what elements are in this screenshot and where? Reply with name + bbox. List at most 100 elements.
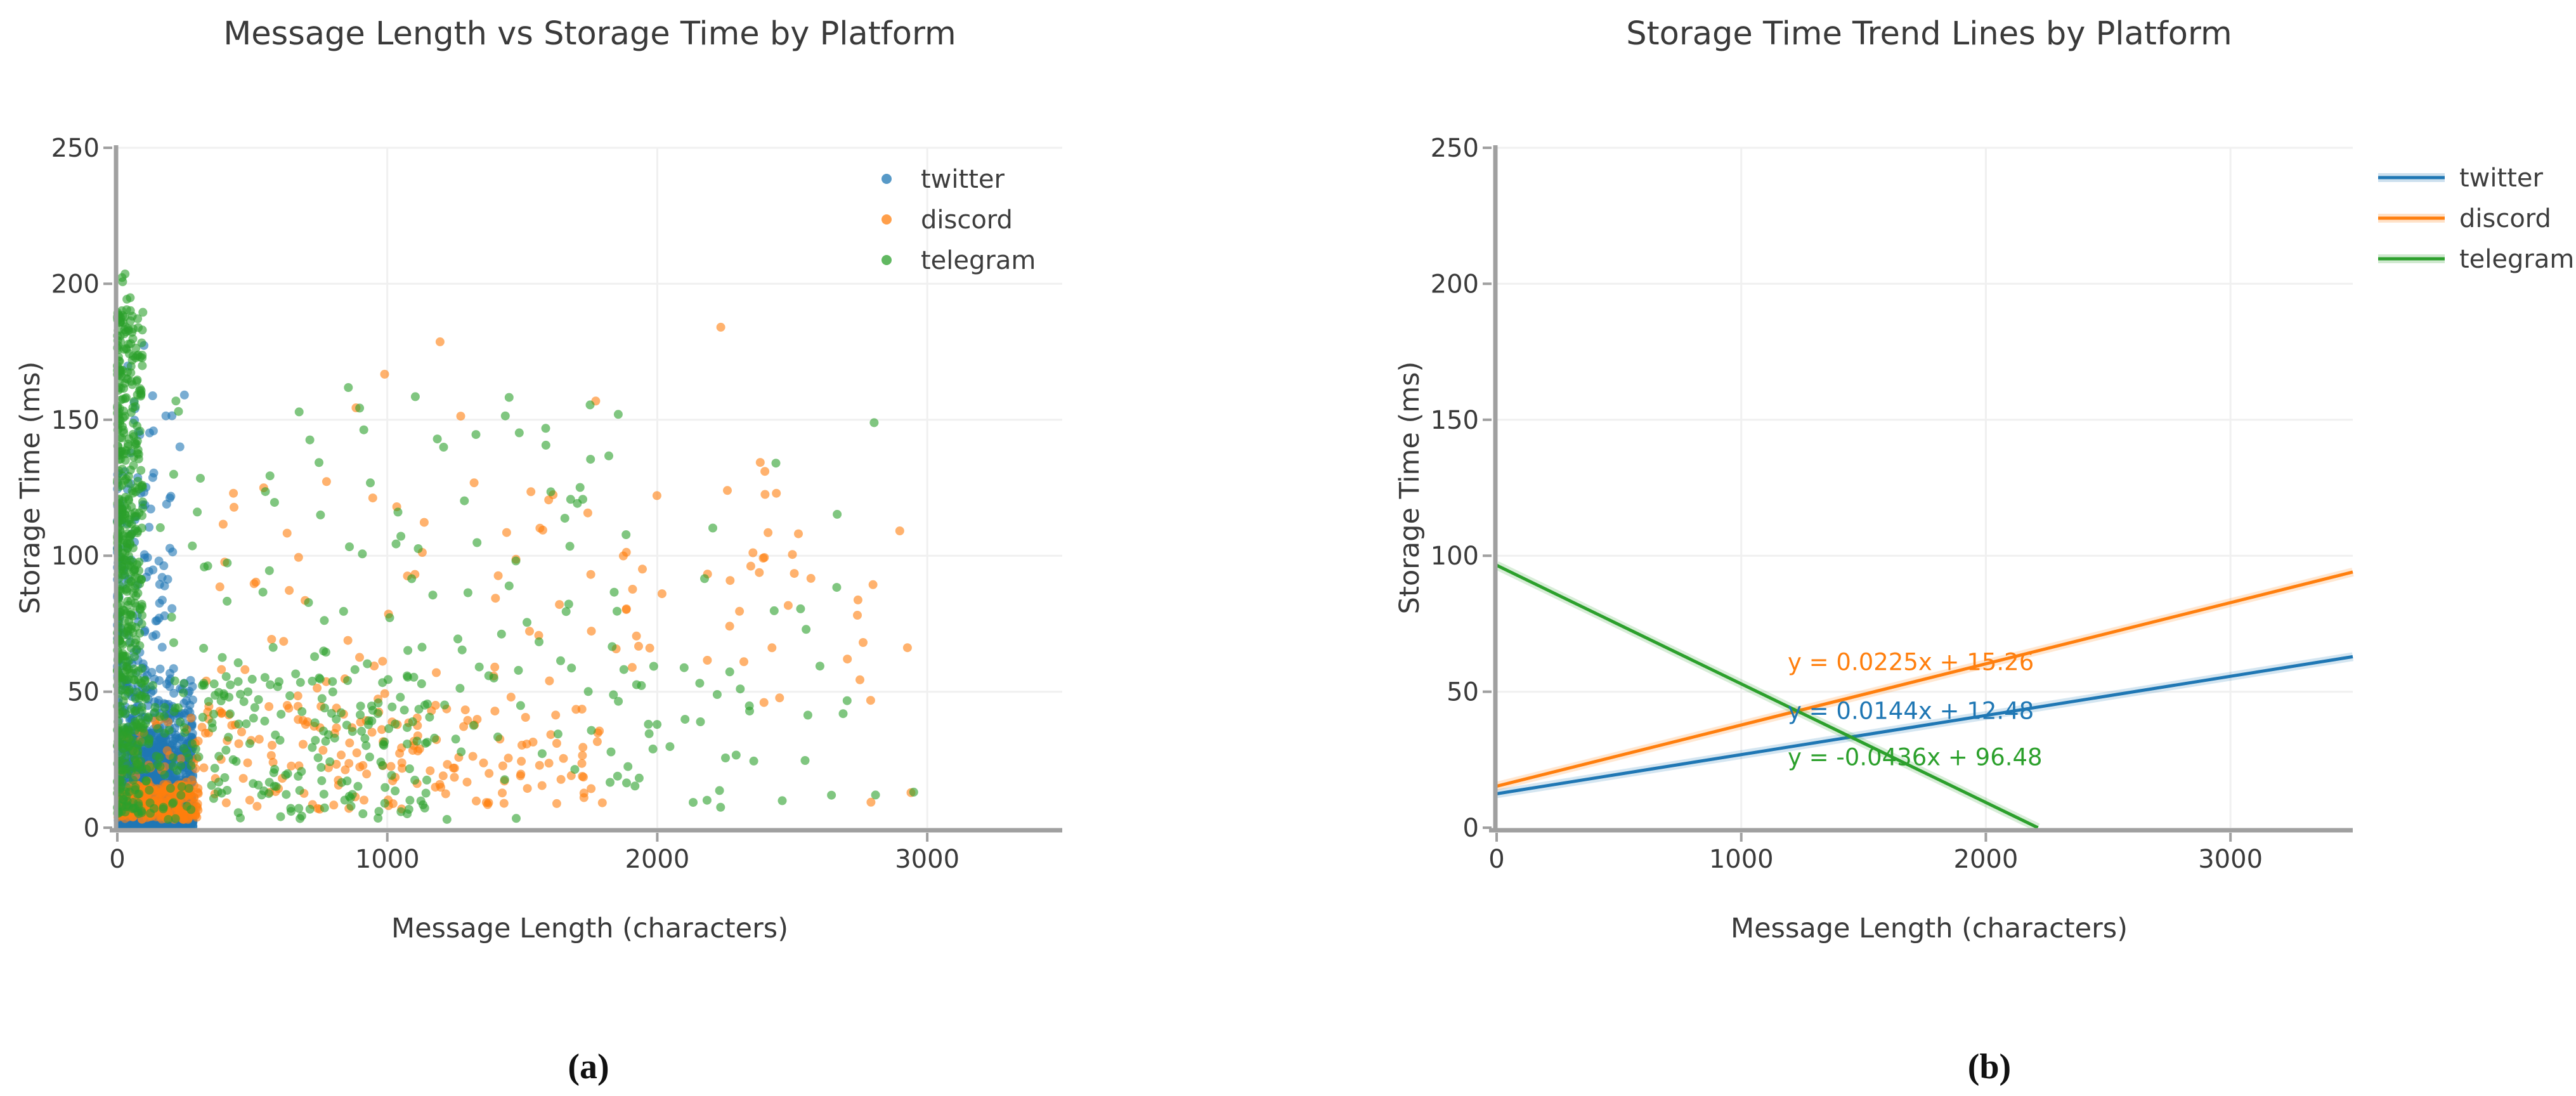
y-tick-label: 200 [51,270,100,299]
scatter-point-telegram [348,790,357,799]
scatter-point-telegram [174,703,183,712]
scatter-point-telegram [138,602,146,611]
scatter-point-telegram [350,665,360,674]
scatter-point-discord [577,705,587,714]
scatter-point-telegram [575,483,585,492]
scatter-point-discord [534,630,543,640]
scatter-point-telegram [378,760,387,770]
scatter-point-discord [556,774,566,784]
chart-b-lines: y = 0.0144x + 12.48 y = 0.0225x + 15.26 y … [1494,561,2354,832]
scatter-point-telegram [124,578,133,588]
scatter-point-telegram [136,575,146,584]
scatter-point-discord [760,467,770,476]
scatter-point-telegram [198,681,207,690]
scatter-point-telegram [585,400,595,410]
scatter-point-twitter [143,553,152,563]
scatter-point-discord [521,713,530,722]
scatter-point-telegram [391,539,401,549]
scatter-point-telegram [358,809,368,818]
scatter-point-discord [230,502,238,512]
scatter-point-telegram [460,496,469,506]
scatter-point-discord [370,662,379,670]
legend-label-discord: discord [2459,204,2551,233]
scatter-point-telegram [228,755,238,764]
scatter-point-discord [419,518,429,527]
scatter-point-telegram [130,707,140,716]
scatter-point-telegram [342,721,351,730]
scatter-point-telegram [472,538,482,547]
scatter-point-telegram [122,449,131,459]
scatter-point-discord [703,656,712,665]
scatter-point-telegram [504,581,514,590]
scatter-point-telegram [254,695,263,704]
scatter-point-telegram [139,721,148,731]
scatter-point-discord [345,738,355,748]
chart-a-xaxis-label: Message Length (characters) [391,913,788,944]
scatter-point-telegram [311,736,320,745]
scatter-point-telegram [400,705,409,715]
x-tick-label: 0 [109,845,125,874]
scatter-point-discord [587,784,596,793]
scatter-point-twitter [166,492,176,501]
scatter-point-telegram [294,771,303,781]
scatter-point-telegram [239,697,249,707]
scatter-point-telegram [169,753,178,762]
scatter-point-discord [266,751,276,760]
scatter-point-telegram [122,504,131,513]
scatter-point-discord [294,715,303,724]
scatter-point-telegram [226,680,235,689]
scatter-point-telegram [176,790,186,800]
scatter-point-telegram [679,663,689,672]
scatter-point-discord [545,676,554,686]
scatter-point-telegram [160,770,169,780]
scatter-point-telegram [665,742,675,752]
scatter-point-telegram [712,690,722,699]
scatter-point-telegram [211,691,220,700]
scatter-point-telegram [405,795,415,805]
scatter-point-telegram [186,761,196,771]
chart-a-axes [110,145,1062,833]
scatter-point-telegram [120,616,129,626]
scatter-point-telegram [120,394,130,403]
scatter-point-discord [367,727,377,737]
scatter-point-telegram [198,712,207,722]
scatter-point-discord [267,635,276,644]
scatter-point-telegram [393,507,403,517]
scatter-point-discord [517,757,526,766]
scatter-point-telegram [122,665,132,674]
scatter-point-telegram [221,745,231,755]
scatter-point-discord [868,580,878,589]
scatter-point-telegram [567,663,576,673]
scatter-point-telegram [123,442,133,452]
scatter-point-discord [284,703,294,713]
scatter-point-telegram [359,425,368,434]
scatter-point-telegram [700,574,709,584]
scatter-point-discord [386,762,396,771]
scatter-point-telegram [133,421,141,431]
scatter-point-telegram [430,733,439,743]
scatter-point-telegram [512,814,521,823]
trend-line-discord [1496,570,2353,788]
scatter-point-discord [229,488,238,498]
scatter-point-telegram [404,805,413,814]
scatter-point-discord [490,707,500,716]
scatter-point-telegram [842,696,852,705]
chart-a-scatter: 0 1000 2000 3000 0 50 100 150 200 250 Message Len… [15,15,1062,944]
scatter-point-telegram [439,443,448,452]
x-tick-label: 3000 [2198,845,2263,874]
scatter-point-telegram [319,726,328,736]
chart-a-legend: twitter discord telegram [881,165,1036,275]
scatter-point-telegram [130,438,140,447]
scatter-point-discord [199,763,209,773]
y-tick-label: 250 [1431,134,1479,163]
scatter-point-telegram [117,481,126,490]
scatter-point-telegram [120,555,129,564]
scatter-point-telegram [609,587,619,597]
scatter-point-telegram [613,606,621,616]
scatter-point-discord [176,754,186,764]
scatter-point-telegram [200,562,209,571]
scatter-point-telegram [493,732,502,741]
scatter-point-discord [264,702,274,711]
scatter-point-twitter [146,504,155,514]
scatter-point-telegram [553,729,563,739]
